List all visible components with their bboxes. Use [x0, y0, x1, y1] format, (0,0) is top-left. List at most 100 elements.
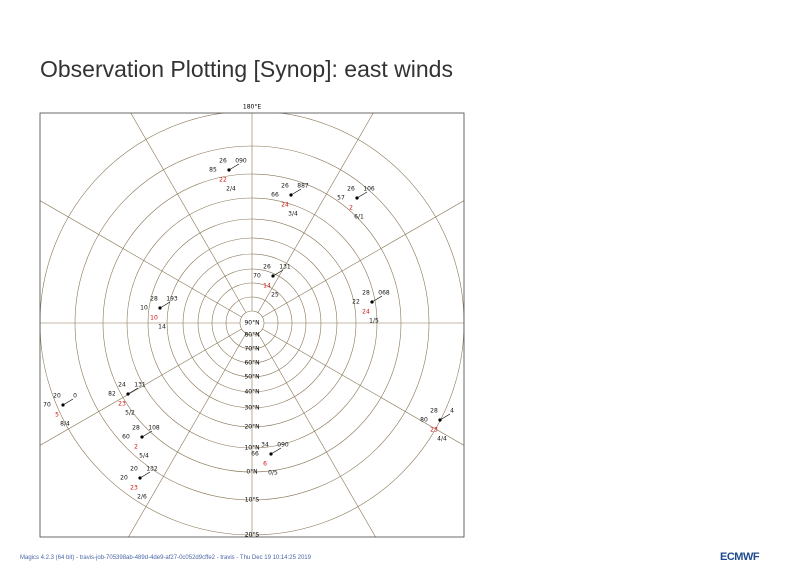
logo: ECMWF	[720, 551, 760, 563]
latitude-label: 20°N	[244, 424, 259, 431]
latitude-label: 40°N	[244, 389, 259, 396]
station-value: 2	[134, 444, 138, 451]
station-value: 70	[43, 402, 51, 409]
station-value: 25	[271, 292, 279, 299]
station-value: 14	[263, 283, 271, 290]
station-value: 10	[140, 305, 148, 312]
station-value: 14	[158, 324, 166, 331]
station-value: 3/4	[288, 211, 298, 218]
station-value: 6/1	[354, 214, 364, 221]
meridian	[262, 328, 464, 446]
station-value: 34	[261, 442, 269, 449]
station-value: 0/5	[268, 470, 278, 477]
station-value: 22	[352, 299, 360, 306]
station: 26 106 57 26/1	[337, 186, 375, 221]
station-value: 82	[108, 391, 116, 398]
station: 20 0 70 58/4	[43, 393, 77, 428]
meridian	[257, 333, 376, 537]
latitude-label: 10°N	[244, 445, 259, 452]
station-value: 26	[219, 158, 227, 165]
station-value: 28	[132, 425, 140, 432]
station-value: 66	[251, 451, 259, 458]
map-frame	[39, 112, 465, 538]
station-value: 10	[150, 315, 158, 322]
latitude-label: 30°N	[244, 405, 259, 412]
station-value: 131	[134, 382, 146, 389]
wind-barb	[127, 387, 139, 395]
station-value: 5/2	[125, 410, 135, 417]
footer: Magics 4.2.3 (64 bit) - travis-job-70539…	[20, 555, 311, 561]
station-value: 60	[122, 434, 130, 441]
station-value: 23	[118, 401, 126, 408]
station-value: 22	[219, 177, 227, 184]
wind-barb	[228, 163, 240, 171]
station-value: 26	[263, 264, 271, 271]
station-value: 4	[450, 408, 454, 415]
wind-barb	[356, 191, 368, 199]
station-value: 2/6	[137, 494, 147, 501]
station-value: 70	[253, 273, 261, 280]
station-value: 132	[146, 466, 158, 473]
station-value: 26	[281, 183, 289, 190]
station-value: 23	[430, 427, 438, 434]
latitude-label: 50°N	[244, 374, 259, 381]
station-value: 5/4	[139, 453, 149, 460]
station-value: 20	[130, 466, 138, 473]
latitude-label: 10°S	[245, 497, 260, 504]
station-value: 068	[378, 290, 390, 297]
station-value: 2	[349, 205, 353, 212]
meridian	[40, 328, 242, 446]
latitude-label: 80°N	[244, 332, 259, 339]
wind-barb	[139, 471, 151, 479]
station-value: 131	[279, 264, 291, 271]
title: Observation Plotting [Synop]: east winds	[40, 56, 453, 82]
latitude-label: 60°N	[244, 360, 259, 367]
wind-barb	[290, 188, 302, 196]
meridian	[257, 113, 374, 313]
station-value: 85	[209, 167, 217, 174]
station-value: 2/4	[226, 186, 236, 193]
station-value: 57	[337, 195, 345, 202]
wind-barb	[62, 398, 74, 406]
station-value: 106	[363, 186, 375, 193]
station-value: 090	[277, 442, 289, 449]
station-value: 8/4	[60, 421, 70, 428]
station-value: 28	[150, 296, 158, 303]
station-value: 20	[120, 475, 128, 482]
wind-barb	[272, 269, 284, 277]
station-value: 80	[420, 417, 428, 424]
top-label: 180°E	[243, 104, 261, 111]
station-value: 887	[297, 183, 309, 190]
station-value: 23	[130, 485, 138, 492]
station-value: 090	[235, 158, 247, 165]
station-value: 193	[166, 296, 178, 303]
station-value: 28	[362, 290, 370, 297]
station-value: 26	[347, 186, 355, 193]
station-value: 4/4	[437, 436, 447, 443]
meridian	[128, 333, 247, 537]
wind-barb	[270, 447, 282, 455]
station-value: 24	[118, 382, 126, 389]
station-value: 24	[281, 202, 289, 209]
station-value: 24	[362, 309, 370, 316]
meridian	[130, 113, 247, 313]
graticule	[40, 113, 464, 537]
wind-barb	[159, 301, 171, 309]
station: 28 108 60 25/4	[122, 425, 160, 460]
wind-barb	[371, 295, 383, 303]
latitude-label: 20°S	[245, 532, 260, 539]
latitude-label: 90°N	[244, 320, 259, 327]
wind-barb	[141, 430, 153, 438]
station-value: 108	[148, 425, 160, 432]
station-value: 28	[430, 408, 438, 415]
